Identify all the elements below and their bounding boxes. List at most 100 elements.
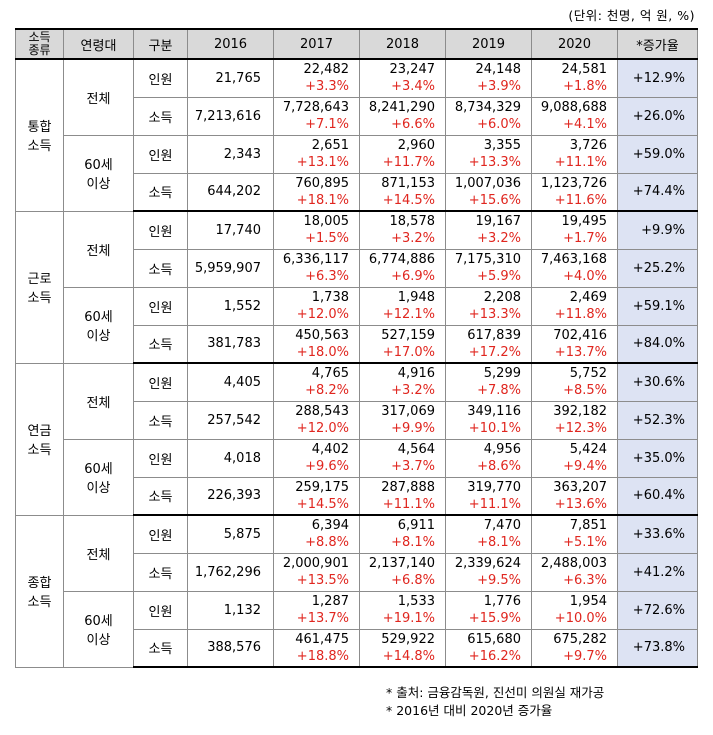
value-2020: 675,282 +9.7% xyxy=(531,628,618,668)
table-row: 60세 이상 인원 1,552 1,738 +12.0% 1,948 +12.1% 2,208… xyxy=(16,286,698,364)
value-2019-change: +7.8% xyxy=(477,383,521,399)
value-2017-change: +1.5% xyxy=(305,231,349,247)
value-2020: 363,207 +13.6% xyxy=(531,476,618,516)
item-cell: 인원 xyxy=(133,438,188,478)
value-2019-change: +5.9% xyxy=(477,269,521,284)
footnote-source: * 출처: 금융감독원, 진선미 의원실 재가공 xyxy=(386,685,605,700)
value-2019: 1,007,036 +15.6% xyxy=(445,172,532,212)
value-2018-change: +6.8% xyxy=(391,573,435,588)
item-cell: 소득 xyxy=(133,400,188,440)
value-2019-change: +9.5% xyxy=(477,573,521,588)
income-type-cell: 종합 소득 xyxy=(15,514,64,668)
value-2017: 1,287 +13.7% xyxy=(273,590,360,630)
value-2018: 527,159 +17.0% xyxy=(359,324,446,364)
value-2017-change: +12.0% xyxy=(296,421,349,436)
value-2018-amount: 4,916 xyxy=(397,366,435,382)
value-2019: 8,734,329 +6.0% xyxy=(445,96,532,136)
value-2020: 5,424 +9.4% xyxy=(531,438,618,478)
value-2017: 4,765 +8.2% xyxy=(273,362,360,402)
item-cell: 소득 xyxy=(133,628,188,668)
table-row: 소득 226,393 259,175 +14.5% 287,888 +11.1% 319,7… xyxy=(16,476,698,516)
value-2017: 4,402 +9.6% xyxy=(273,438,360,478)
value-2019-change: +6.0% xyxy=(477,117,521,132)
value-2018: 18,578 +3.2% xyxy=(359,210,446,250)
table-row: 소득 644,202 760,895 +18.1% 871,153 +14.5% 1,007… xyxy=(16,172,698,212)
value-2017-amount: 4,402 xyxy=(311,442,349,457)
value-2019-change: +8.6% xyxy=(477,459,521,474)
value-2019-change: +16.2% xyxy=(468,648,521,664)
value-2017-change: +18.8% xyxy=(296,648,349,664)
value-2018-amount: 317,069 xyxy=(381,404,435,419)
item-cell: 인원 xyxy=(133,362,188,402)
item-cell: 인원 xyxy=(133,514,188,554)
value-2018-amount: 1,948 xyxy=(397,290,435,305)
value-2019-amount: 615,680 xyxy=(467,631,521,647)
value-2020-amount: 2,488,003 xyxy=(540,556,607,571)
item-cell: 인원 xyxy=(133,58,188,98)
value-2018-change: +3.2% xyxy=(391,231,435,247)
value-2017: 22,482 +3.3% xyxy=(273,58,360,98)
value-2020: 2,488,003 +6.3% xyxy=(531,552,618,592)
table-row: 60세 이상 인원 1,132 1,287 +13.7% 1,533 +19.1% 1,776… xyxy=(16,590,698,668)
table-row: 60세 이상 인원 2,343 2,651 +13.1% 2,960 +11.7% 3,355… xyxy=(16,134,698,212)
value-2016: 388,576 xyxy=(187,628,274,668)
value-2020-change: +9.4% xyxy=(563,459,607,474)
growth-rate-cell: +73.8% xyxy=(617,628,698,668)
value-2017-amount: 18,005 xyxy=(303,214,350,230)
value-2020-change: +11.1% xyxy=(554,155,607,170)
value-2016: 1,552 xyxy=(187,286,274,326)
value-2018-change: +19.1% xyxy=(382,611,435,626)
value-2017-change: +18.0% xyxy=(296,344,349,360)
header-type: 소득 종류 xyxy=(15,28,64,60)
value-2018-change: +3.4% xyxy=(391,79,435,95)
value-2018-amount: 18,578 xyxy=(389,214,436,230)
value-2019-change: +8.1% xyxy=(477,535,521,551)
value-2020: 1,123,726 +11.6% xyxy=(531,172,618,212)
value-2018-change: +14.5% xyxy=(382,192,435,208)
value-2018: 2,960 +11.7% xyxy=(359,134,446,174)
value-2018-amount: 23,247 xyxy=(389,62,436,78)
value-2020-change: +13.6% xyxy=(554,496,607,512)
value-2017: 461,475 +18.8% xyxy=(273,628,360,668)
value-2020-amount: 7,851 xyxy=(569,518,607,534)
value-2019: 4,956 +8.6% xyxy=(445,438,532,478)
value-2017: 288,543 +12.0% xyxy=(273,400,360,440)
value-2018-change: +11.7% xyxy=(382,155,435,170)
value-2020-change: +1.7% xyxy=(563,231,607,247)
value-2017-amount: 288,543 xyxy=(295,404,349,419)
header-rate: *증가율 xyxy=(617,28,698,60)
growth-rate-cell: +26.0% xyxy=(617,96,698,136)
value-2018: 2,137,140 +6.8% xyxy=(359,552,446,592)
age-group-senior: 60세 이상 xyxy=(63,590,134,668)
table-row: 소득 257,542 288,543 +12.0% 317,069 +9.9% 349,11… xyxy=(16,400,698,440)
value-2020: 24,581 +1.8% xyxy=(531,58,618,98)
item-cell: 소득 xyxy=(133,324,188,364)
value-2018: 4,564 +3.7% xyxy=(359,438,446,478)
value-2018-change: +8.1% xyxy=(391,535,435,551)
value-2019-amount: 8,734,329 xyxy=(454,100,521,115)
value-2020-change: +10.0% xyxy=(554,611,607,626)
value-2018-change: +3.2% xyxy=(391,383,435,399)
value-2017-amount: 22,482 xyxy=(303,62,350,78)
value-2017-change: +12.0% xyxy=(296,307,349,322)
value-2020-change: +13.7% xyxy=(554,344,607,360)
growth-rate-cell: +30.6% xyxy=(617,362,698,402)
value-2018: 23,247 +3.4% xyxy=(359,58,446,98)
value-2016: 1,762,296 xyxy=(187,552,274,592)
value-2017-change: +7.1% xyxy=(305,117,349,132)
value-2020-amount: 363,207 xyxy=(553,479,607,495)
item-cell: 소득 xyxy=(133,96,188,136)
age-group-all: 전체 xyxy=(63,514,134,592)
item-cell: 소득 xyxy=(133,552,188,592)
item-cell: 인원 xyxy=(133,286,188,326)
value-2017: 18,005 +1.5% xyxy=(273,210,360,250)
table-row: 통합 소득 전체 인원 21,765 22,482 +3.3% 23,247 +3.4% 24,… xyxy=(15,58,698,212)
item-cell: 인원 xyxy=(133,210,188,250)
value-2019-amount: 349,116 xyxy=(467,404,521,419)
value-2018-amount: 6,774,886 xyxy=(368,252,435,267)
value-2019: 2,208 +13.3% xyxy=(445,286,532,326)
value-2019-change: +3.9% xyxy=(477,79,521,95)
value-2019: 5,299 +7.8% xyxy=(445,362,532,402)
value-2019: 24,148 +3.9% xyxy=(445,58,532,98)
value-2020-amount: 7,463,168 xyxy=(540,252,607,267)
